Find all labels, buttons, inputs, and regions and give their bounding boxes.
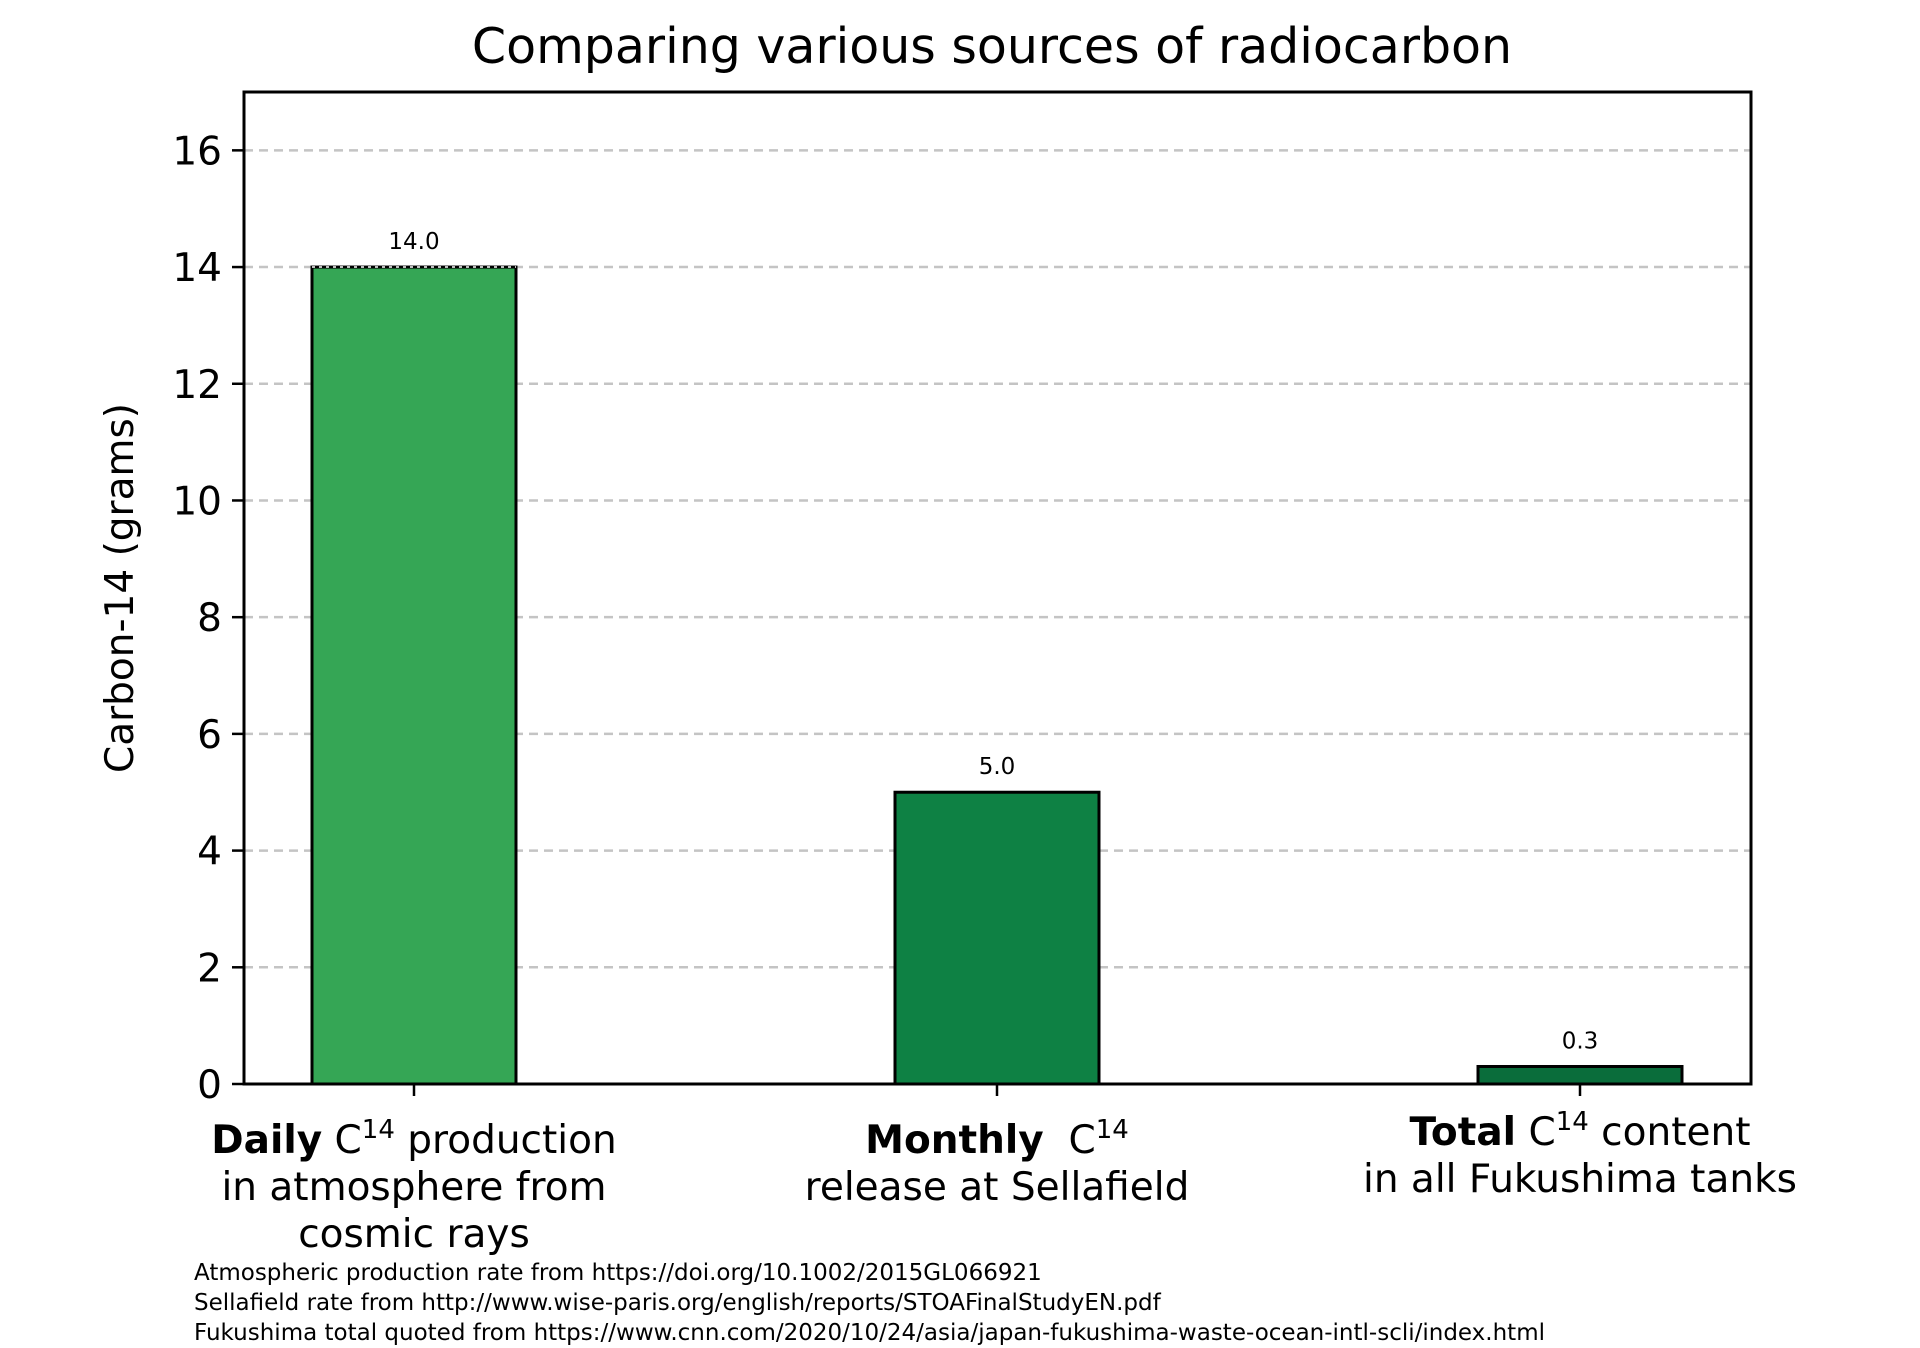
bar xyxy=(893,790,1101,1086)
bar-value-label: 5.0 xyxy=(979,754,1016,780)
y-tick-label: 14 xyxy=(172,246,222,291)
x-tick-label: Daily C14 production in atmosphere from co… xyxy=(211,1115,617,1257)
source-line: Atmospheric production rate from https:/… xyxy=(194,1260,1042,1286)
y-tick-label: 8 xyxy=(197,596,222,641)
sources-footnote: Atmospheric production rate from https:/… xyxy=(194,1258,1545,1348)
bar-value-label: 14.0 xyxy=(388,229,439,255)
y-axis-label: Carbon-14 (grams) xyxy=(98,403,143,773)
x-axis-ticks xyxy=(412,1084,1582,1096)
y-tick-label: 4 xyxy=(197,830,222,875)
y-tick-label: 12 xyxy=(172,363,222,408)
bars: 14.0 5.0 0.3 xyxy=(310,229,1684,1086)
x-tick-label: Total C14 content in all Fukushima tanks xyxy=(1362,1107,1797,1202)
y-axis: 0 2 4 6 8 10 12 14 16 xyxy=(172,129,244,1108)
y-tick-label: 10 xyxy=(172,479,222,524)
y-tick-label: 6 xyxy=(197,713,222,758)
y-tick-label: 0 xyxy=(197,1063,222,1108)
source-line: Fukushima total quoted from https://www.… xyxy=(194,1320,1545,1346)
x-tick-label: Monthly C14 release at Sellafield xyxy=(804,1115,1190,1210)
plot-frame xyxy=(242,90,1753,1086)
y-tick-label: 16 xyxy=(172,129,222,174)
bar xyxy=(310,265,518,1086)
bar-value-label: 0.3 xyxy=(1562,1028,1599,1054)
y-tick-label: 2 xyxy=(197,946,222,991)
bar xyxy=(1476,1064,1684,1086)
source-line: Sellafield rate from http://www.wise-par… xyxy=(194,1290,1161,1316)
chart-title: Comparing various sources of radiocarbon xyxy=(472,18,1512,75)
